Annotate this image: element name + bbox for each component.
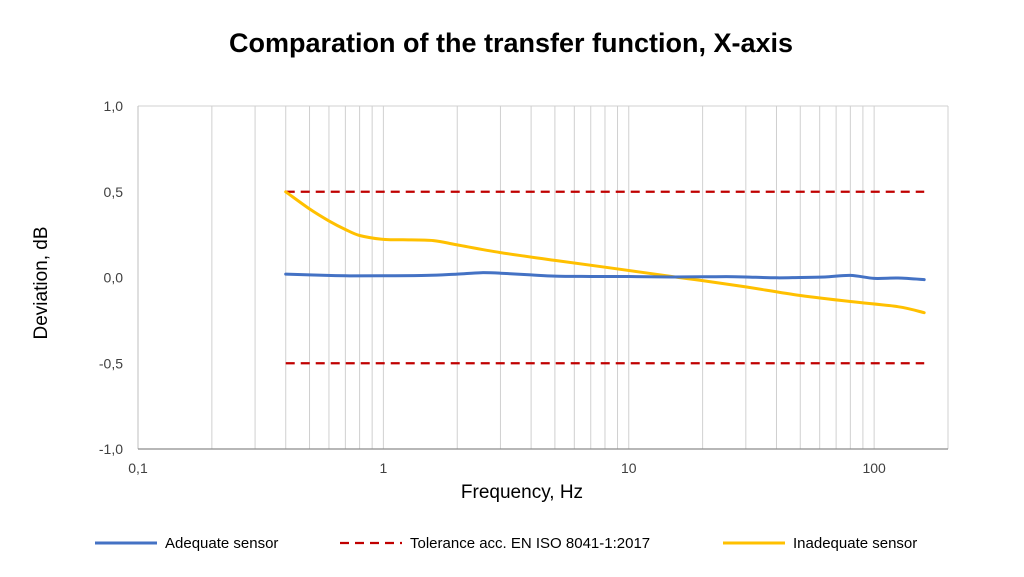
y-tick-label: -1,0 (99, 441, 123, 457)
series-line-inadequate (284, 190, 926, 315)
series-line-adequate (284, 271, 926, 282)
y-tick-label: 1,0 (104, 98, 124, 114)
x-axis-label: Frequency, Hz (461, 482, 583, 503)
y-tick-label: 0,0 (104, 270, 124, 286)
legend-label: Inadequate sensor (793, 535, 917, 552)
legend-label: Tolerance acc. EN ISO 8041-1:2017 (410, 535, 650, 552)
x-tick-label: 100 (862, 460, 886, 476)
legend-label: Adequate sensor (165, 535, 278, 552)
y-tick-label: -0,5 (99, 355, 123, 371)
x-tick-label: 10 (621, 460, 637, 476)
legend: Adequate sensor Tolerance acc. EN ISO 804… (95, 535, 917, 552)
x-tick-label: 1 (379, 460, 387, 476)
chart-title: Comparation of the transfer function, X-… (229, 28, 793, 58)
y-axis-label: Deviation, dB (31, 226, 52, 339)
y-tick-label: 0,5 (104, 184, 124, 200)
x-tick-label: 0,1 (128, 460, 148, 476)
tick-labels: 1,0 0,5 0,0 -0,5 -1,0 0,1 1 10 100 (99, 98, 886, 476)
series-lines (284, 190, 926, 365)
